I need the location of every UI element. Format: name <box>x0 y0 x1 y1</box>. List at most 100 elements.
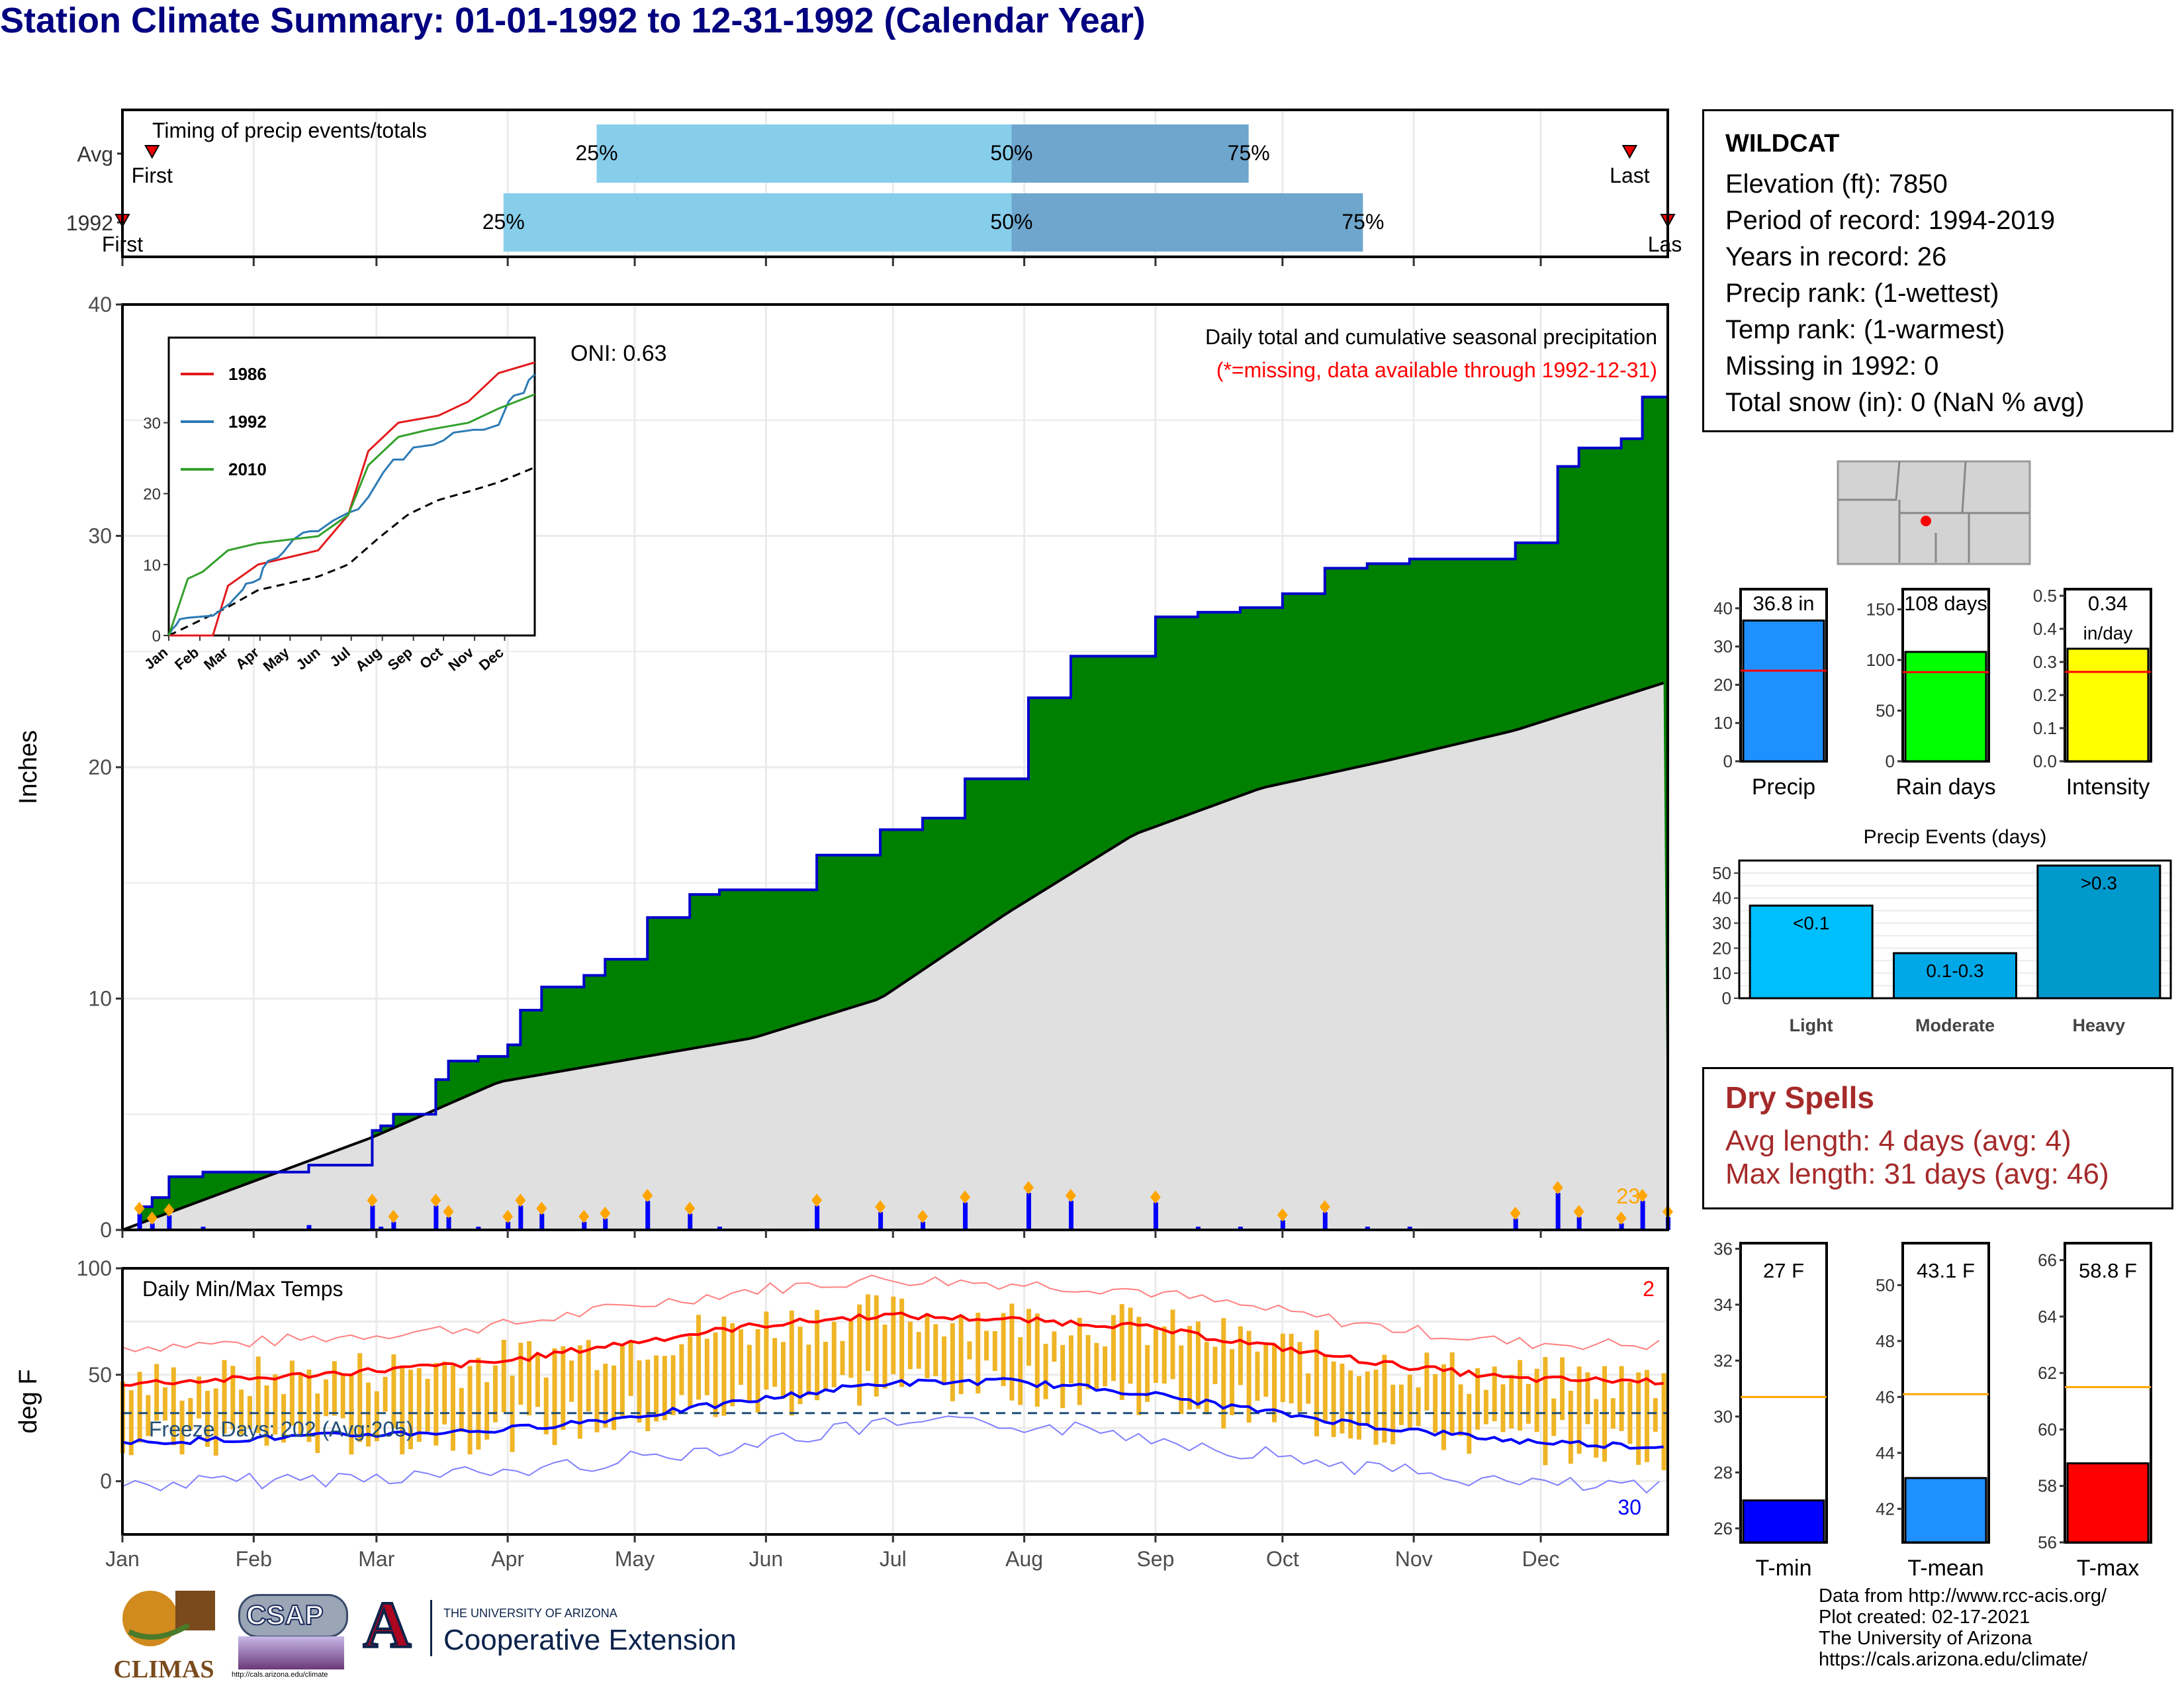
daily-temp-bar <box>205 1391 210 1447</box>
daily-temp-bar <box>1230 1349 1235 1415</box>
daily-temp-bar <box>213 1388 218 1456</box>
heavy-precip-marker <box>430 1194 441 1207</box>
daily-temp-bar <box>561 1346 566 1430</box>
summary-precip-value-bar <box>1742 619 1825 763</box>
temp-summary-t-max-ytick-label: 64 <box>2038 1307 2057 1327</box>
temp-chart: 0 50 100 Jan Feb Mar Apr May Jun Jul Aug Sep Oct Nov D… <box>15 1256 1669 1571</box>
dry-spells-box: Dry Spells Avg length: 4 days (avg: 4) M… <box>1702 1067 2173 1209</box>
daily-precip-bar <box>1365 1227 1370 1230</box>
daily-temp-bar <box>891 1296 896 1374</box>
daily-temp-bar <box>171 1367 176 1446</box>
ua-a-icon: A <box>362 1588 412 1662</box>
daily-temp-bar <box>501 1339 506 1413</box>
daily-precip-bar <box>150 1223 155 1230</box>
daily-precip-bar <box>433 1205 439 1230</box>
daily-temp-bar <box>1576 1366 1582 1454</box>
month-label: Aug <box>1005 1547 1043 1571</box>
daily-temp-bar <box>1407 1374 1412 1430</box>
daily-precip-bar <box>815 1205 820 1230</box>
daily-temp-bar <box>1009 1303 1015 1401</box>
daily-temp-bar <box>933 1324 938 1377</box>
daily-precip-bar <box>645 1200 651 1230</box>
daily-precip-bar <box>1153 1202 1158 1230</box>
temp-summary-t-min-ytick-label: 30 <box>1713 1407 1733 1427</box>
temp-summary-t-min-frame <box>1739 1242 1828 1544</box>
dry-spells-title: Dry Spells <box>1725 1080 1874 1115</box>
daily-precip-bar <box>370 1205 375 1230</box>
daily-temp-bar <box>569 1360 574 1402</box>
summary-precip-ytick-label: 0 <box>1723 751 1733 771</box>
heavy-precip-marker <box>1150 1190 1161 1204</box>
info-precip-rank: Precip rank: (1-wettest) <box>1725 279 1999 308</box>
timing-p25-label: 25% <box>575 141 617 165</box>
daily-temp-bar <box>1568 1391 1573 1464</box>
daily-temp-bar <box>374 1391 379 1442</box>
oni-label: ONI: 0.63 <box>570 341 667 366</box>
daily-temp-bar <box>772 1338 778 1387</box>
month-label: Dec <box>1522 1547 1560 1571</box>
summary-rain-days-ytick-label: 150 <box>1866 600 1895 620</box>
climas-logo: CLIMAS <box>109 1585 218 1683</box>
daily-temp-bar <box>925 1313 930 1379</box>
daily-temp-bar <box>1441 1364 1446 1450</box>
daily-temp-bar <box>1043 1344 1048 1399</box>
daily-precip-bar <box>506 1221 511 1230</box>
daily-temp-bar <box>1103 1346 1108 1387</box>
daily-precip-bar <box>539 1213 545 1230</box>
daily-temp-bar <box>281 1393 287 1443</box>
daily-temp-bar <box>1500 1384 1506 1432</box>
daily-temp-bar <box>865 1294 870 1372</box>
month-label: Jun <box>749 1547 784 1571</box>
daily-temp-bar <box>1534 1368 1539 1432</box>
events-category-label: Light <box>1790 1015 1833 1035</box>
daily-temp-bar <box>400 1366 405 1455</box>
heavy-precip-marker <box>367 1194 378 1207</box>
month-label: Sep <box>1136 1547 1174 1571</box>
daily-temp-bar <box>1001 1313 1006 1386</box>
dry-max-length: Max length: 31 days (avg: 46) <box>1725 1158 2109 1190</box>
daily-temp-bar <box>645 1359 651 1432</box>
daily-precip-bar <box>1195 1227 1201 1230</box>
events-frame <box>1738 859 2172 1000</box>
timing-bar-50-75 <box>1011 193 1363 252</box>
daily-temp-bar <box>739 1329 743 1385</box>
daily-temp-bar <box>1255 1351 1260 1401</box>
daily-temp-bar <box>1314 1330 1320 1436</box>
temp-summary-t-mean-value-bar <box>1904 1477 1987 1544</box>
daily-temp-bar <box>1518 1360 1523 1431</box>
daily-temp-bar <box>459 1387 464 1432</box>
daily-temp-bar <box>688 1336 693 1409</box>
month-label: Nov <box>1395 1547 1433 1571</box>
precip-ytick-label: 0 <box>100 1218 112 1242</box>
precip-ylabel: Inches <box>15 730 42 804</box>
daily-temp-bar <box>797 1327 803 1405</box>
daily-precip-bar <box>379 1227 384 1230</box>
inset-series-line <box>167 373 536 636</box>
daily-temp-bar <box>1094 1342 1099 1389</box>
inset-legend-label: 1986 <box>228 364 267 384</box>
daily-temp-bar <box>1128 1307 1133 1384</box>
daily-temp-bar <box>764 1311 769 1390</box>
timing-row-label: 1992 <box>66 211 113 235</box>
daily-temp-bar <box>306 1370 312 1442</box>
daily-temp-bar <box>780 1342 786 1399</box>
heavy-precip-marker <box>1023 1181 1034 1195</box>
inset-ytick-label: 30 <box>143 415 161 433</box>
daily-temp-bar <box>916 1332 921 1369</box>
daily-temp-bar <box>907 1321 913 1370</box>
daily-temp-bar <box>408 1370 414 1450</box>
summary-precip-ytick-label: 30 <box>1713 637 1733 657</box>
summary-intensity-ytick-label: 0.0 <box>2033 751 2057 771</box>
daily-temp-bar <box>340 1374 345 1419</box>
daily-temp-bar <box>1661 1373 1666 1471</box>
daily-temp-bar <box>179 1400 185 1455</box>
summary-intensity-ytick-label: 0.2 <box>2033 685 2057 705</box>
daily-temp-bar <box>128 1390 134 1456</box>
footer-data-source: Data from http://www.rcc-acis.org/ <box>1819 1585 2107 1607</box>
temp-summary-t-max-category-label: T-max <box>2077 1556 2139 1581</box>
daily-temp-bar <box>357 1353 363 1442</box>
daily-precip-bar <box>1513 1218 1518 1230</box>
daily-temp-bar <box>1026 1309 1032 1366</box>
daily-temp-bar <box>696 1315 702 1400</box>
summary-intensity-value-unit: in/day <box>2083 623 2133 643</box>
